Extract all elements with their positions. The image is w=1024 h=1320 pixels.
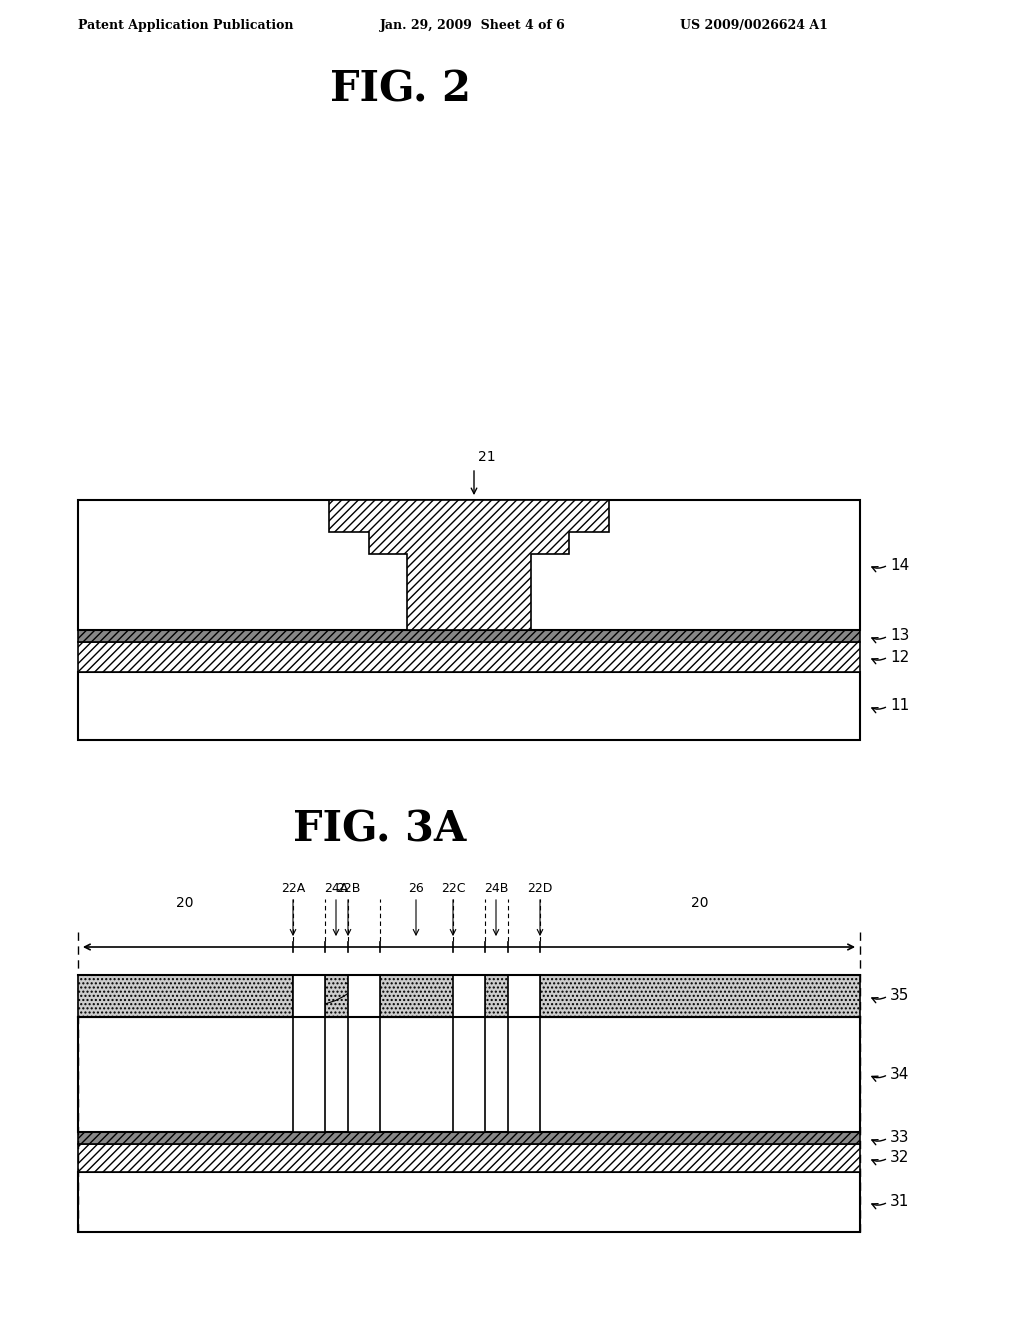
Text: 35: 35 (890, 989, 909, 1003)
Text: 31: 31 (890, 1195, 909, 1209)
Text: 36: 36 (344, 973, 361, 987)
Text: 24B: 24B (483, 882, 508, 895)
Bar (78, 500, 860, 630)
Text: 22B: 22B (336, 882, 360, 895)
Text: 22C: 22C (440, 882, 465, 895)
Text: 11: 11 (890, 698, 909, 714)
Bar (453, 975, 485, 1133)
Text: 21: 21 (478, 450, 496, 465)
Bar (485, 975, 508, 1016)
Bar (78, 630, 860, 642)
Text: Jan. 29, 2009  Sheet 4 of 6: Jan. 29, 2009 Sheet 4 of 6 (380, 18, 565, 32)
Bar (78, 1172, 860, 1232)
Text: FIG. 3A: FIG. 3A (293, 809, 467, 851)
Text: 26: 26 (409, 882, 424, 895)
Text: 13: 13 (890, 628, 909, 644)
Bar (78, 1133, 860, 1144)
Text: 22A: 22A (281, 882, 305, 895)
Text: 22D: 22D (527, 882, 553, 895)
Text: 32: 32 (890, 1151, 909, 1166)
Bar (293, 975, 325, 1133)
Text: 24A: 24A (324, 882, 348, 895)
Polygon shape (329, 500, 609, 630)
Text: Patent Application Publication: Patent Application Publication (78, 18, 294, 32)
Bar (508, 975, 540, 1133)
Bar (78, 1144, 860, 1172)
Bar (348, 975, 380, 1133)
Text: 33: 33 (890, 1130, 909, 1146)
Text: FIG. 2: FIG. 2 (330, 69, 470, 111)
Text: US 2009/0026624 A1: US 2009/0026624 A1 (680, 18, 827, 32)
Text: 12: 12 (890, 649, 909, 664)
Bar (78, 642, 860, 672)
Bar (78, 672, 860, 741)
Text: 34: 34 (890, 1067, 909, 1082)
Text: 14: 14 (890, 557, 909, 573)
Bar (325, 975, 348, 1016)
Bar (380, 975, 453, 1016)
Bar (540, 975, 860, 1016)
Text: 20: 20 (691, 896, 709, 909)
Text: 20: 20 (176, 896, 194, 909)
Bar (78, 1016, 860, 1133)
Bar (78, 975, 293, 1016)
